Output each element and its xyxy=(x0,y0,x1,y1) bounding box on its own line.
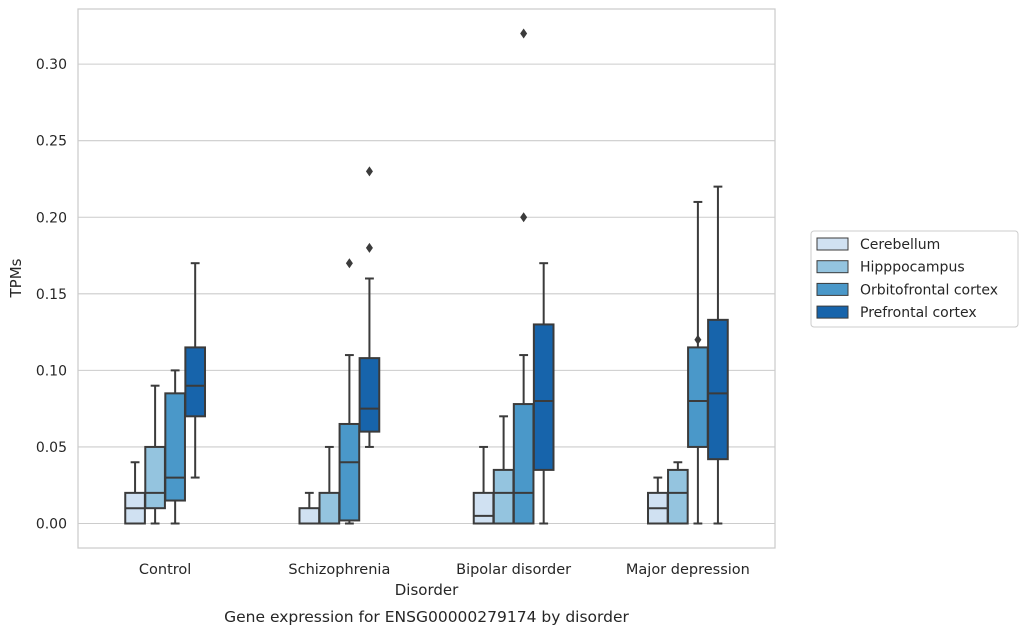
outlier-point xyxy=(345,258,353,269)
legend-label: Cerebellum xyxy=(860,237,940,253)
x-tick-label: Major depression xyxy=(626,562,750,578)
box-iqr xyxy=(512,403,535,525)
legend-swatch xyxy=(816,282,849,296)
legend-swatch xyxy=(816,305,849,319)
outlier-point xyxy=(520,28,528,39)
outlier-point xyxy=(365,242,373,253)
box-group xyxy=(184,262,207,479)
box-iqr xyxy=(298,507,321,525)
box-group xyxy=(318,445,341,525)
box-iqr xyxy=(472,491,495,525)
box-iqr xyxy=(358,357,381,433)
legend-label: Hipppocampus xyxy=(860,260,965,276)
box-iqr xyxy=(687,346,709,448)
box-group xyxy=(532,262,555,525)
box-iqr xyxy=(144,445,166,510)
legend-label: Prefrontal cortex xyxy=(860,305,977,321)
x-tick-label: Control xyxy=(139,562,191,578)
legend-swatch xyxy=(816,237,849,251)
box-iqr xyxy=(492,468,515,525)
y-tick-label: 0.00 xyxy=(36,517,67,533)
box-group xyxy=(338,258,361,525)
legend-frame xyxy=(810,230,1019,328)
box-iqr xyxy=(318,491,341,525)
outlier-point xyxy=(365,166,373,177)
box-group xyxy=(298,491,321,525)
box-group xyxy=(472,445,495,525)
box-group xyxy=(164,369,186,525)
x-tick-label: Bipolar disorder xyxy=(456,562,571,578)
box-group xyxy=(144,384,166,525)
legend-label: Orbitofrontal cortex xyxy=(860,282,998,298)
box-iqr xyxy=(667,468,689,525)
y-tick-label: 0.25 xyxy=(36,134,67,150)
y-tick-label: 0.20 xyxy=(36,210,67,226)
box-iqr xyxy=(164,392,186,502)
boxes xyxy=(124,28,729,525)
box-iqr xyxy=(532,323,555,471)
box-group xyxy=(124,461,146,525)
box-group xyxy=(687,200,709,525)
y-tick-label: 0.05 xyxy=(36,440,67,456)
legend: Cerebellum Hipppocampus Orbitofrontal cort… xyxy=(810,230,1019,328)
x-axis-label: Disorder xyxy=(395,581,459,599)
box-iqr xyxy=(338,422,361,522)
plot-frame xyxy=(77,8,776,549)
legend-swatch xyxy=(816,260,849,274)
y-tick-label: 0.15 xyxy=(36,287,67,303)
box-iqr xyxy=(707,318,729,461)
box-group xyxy=(707,185,729,525)
y-axis-label: TPMs xyxy=(7,258,25,298)
x-tick-labels: Control Schizophrenia Bipolar disorder Majo… xyxy=(139,562,750,578)
box-iqr xyxy=(184,346,207,418)
outlier-point xyxy=(520,212,528,223)
chart-caption: Gene expression for ENSG00000279174 by d… xyxy=(224,608,629,626)
y-tick-labels: 0.00 0.05 0.10 0.15 0.20 0.25 0.30 xyxy=(36,57,67,532)
outlier-point xyxy=(694,334,702,345)
plot-area-background xyxy=(78,9,775,548)
box-group xyxy=(646,476,669,525)
y-tick-label: 0.10 xyxy=(36,363,67,379)
x-tick-label: Schizophrenia xyxy=(288,562,390,578)
box-group xyxy=(358,166,381,448)
y-tick-label: 0.30 xyxy=(36,57,67,73)
box-group xyxy=(667,461,689,525)
